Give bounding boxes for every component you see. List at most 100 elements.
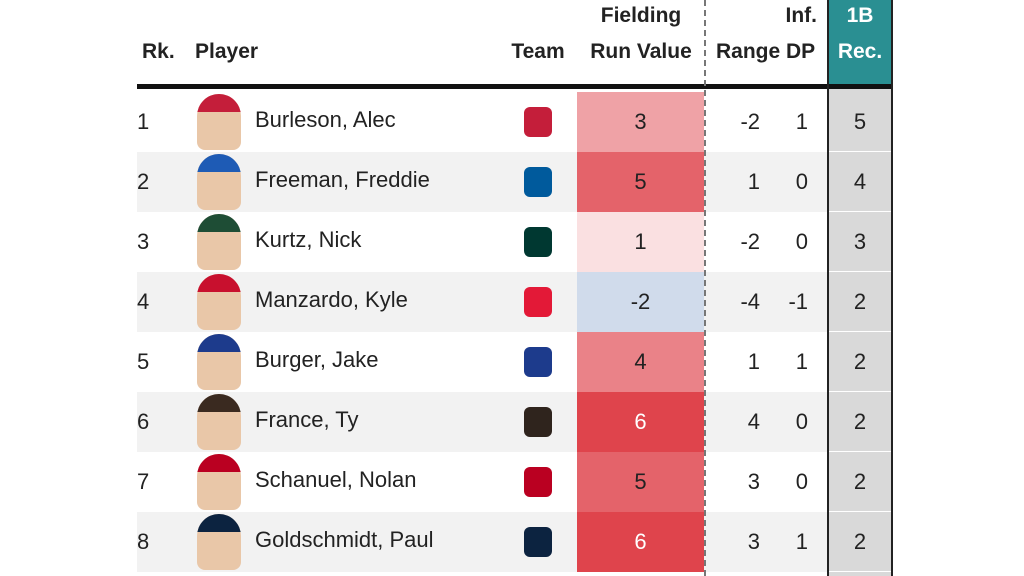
- range: -2: [740, 229, 760, 254]
- frv-cell: [577, 332, 704, 392]
- row-bg: [137, 152, 828, 212]
- headshot: [197, 274, 241, 330]
- range: 3: [747, 469, 760, 494]
- frv-cell: [577, 92, 704, 152]
- team-logo: [524, 467, 552, 497]
- player-name: Kurtz, Nick: [255, 227, 362, 252]
- rec: 2: [853, 289, 867, 314]
- team-logo: [524, 227, 552, 257]
- team-logo: [524, 527, 552, 557]
- rank: 1: [137, 109, 150, 134]
- player-name: France, Ty: [255, 407, 359, 432]
- rec-row-line: [829, 391, 891, 392]
- rec-header-bg: [828, 0, 892, 88]
- cap: [197, 454, 241, 472]
- rank: 3: [137, 229, 150, 254]
- cap: [197, 514, 241, 532]
- dp: 1: [795, 529, 808, 554]
- range: 1: [747, 349, 760, 374]
- dp: -1: [788, 289, 808, 314]
- frv-value: 6: [634, 409, 647, 434]
- frv-value: 1: [634, 229, 647, 254]
- frv-cell: [577, 212, 704, 272]
- headshot: [197, 454, 241, 510]
- header-inf: Inf.: [785, 4, 818, 27]
- dp: 1: [795, 109, 808, 134]
- frv-cell: [577, 272, 704, 332]
- player-name: Goldschmidt, Paul: [255, 527, 434, 552]
- header-range: Range: [716, 40, 781, 63]
- player-name: Freeman, Freddie: [255, 167, 430, 192]
- cap: [197, 214, 241, 232]
- row-bg: [137, 392, 828, 452]
- frv-cell: [577, 392, 704, 452]
- row-bg: [137, 272, 828, 332]
- rank: 2: [137, 169, 150, 194]
- header-rank: Rk.: [142, 40, 175, 63]
- dp: 1: [795, 349, 808, 374]
- frv-value: -2: [630, 289, 651, 314]
- frv-value: 4: [634, 349, 647, 374]
- header-player: Player: [195, 40, 259, 63]
- header-rule: [137, 84, 892, 89]
- player-name: Schanuel, Nolan: [255, 467, 417, 492]
- rec: 2: [853, 529, 867, 554]
- cap: [197, 154, 241, 172]
- range: -4: [740, 289, 760, 314]
- rec-border-right: [891, 0, 893, 576]
- rec-row-line: [829, 331, 891, 332]
- rec-row-line: [829, 211, 891, 212]
- rec: 2: [853, 409, 867, 434]
- rec: 3: [853, 229, 867, 254]
- rank: 8: [137, 529, 150, 554]
- frv-cell: [577, 152, 704, 212]
- rank: 6: [137, 409, 150, 434]
- cap: [197, 394, 241, 412]
- headshot: [197, 334, 241, 390]
- player-name: Manzardo, Kyle: [255, 287, 408, 312]
- rank: 4: [137, 289, 150, 314]
- header-frv-1: Fielding: [600, 4, 682, 27]
- team-logo: [524, 287, 552, 317]
- frv-cell: [577, 512, 704, 572]
- cap: [197, 94, 241, 112]
- frv-value: 5: [634, 169, 647, 194]
- dp: 0: [795, 469, 808, 494]
- team-logo: [524, 167, 552, 197]
- rec: 2: [853, 349, 867, 374]
- rec-row-line: [829, 451, 891, 452]
- rec-row-line: [829, 511, 891, 512]
- dp: 0: [795, 229, 808, 254]
- player-name: Burleson, Alec: [255, 107, 396, 132]
- header-dp: DP: [786, 40, 816, 63]
- row-bg: [137, 512, 828, 572]
- range: 3: [747, 529, 760, 554]
- rank: 5: [137, 349, 150, 374]
- rec-row-line: [829, 271, 891, 272]
- divider: [704, 0, 706, 576]
- team-logo: [524, 407, 552, 437]
- header-team: Team: [511, 40, 565, 63]
- rec: 5: [853, 109, 867, 134]
- headshot: [197, 514, 241, 570]
- frv-value: 6: [634, 529, 647, 554]
- headshot: [197, 94, 241, 150]
- frv-value: 5: [634, 469, 647, 494]
- dp: 0: [795, 409, 808, 434]
- rec: 2: [853, 469, 867, 494]
- cap: [197, 334, 241, 352]
- rec-row-line: [829, 151, 891, 152]
- player-name: Burger, Jake: [255, 347, 379, 372]
- dp: 0: [795, 169, 808, 194]
- frv-cell: [577, 452, 704, 512]
- range: -2: [740, 109, 760, 134]
- range: 1: [747, 169, 760, 194]
- rec-row-line: [829, 571, 891, 572]
- header-frv-2: Run Value: [590, 40, 692, 63]
- frv-value: 3: [634, 109, 647, 134]
- rec-column-bg: [828, 88, 892, 576]
- team-logo: [524, 347, 552, 377]
- header-rec-1: 1B: [846, 4, 874, 27]
- rank: 7: [137, 469, 150, 494]
